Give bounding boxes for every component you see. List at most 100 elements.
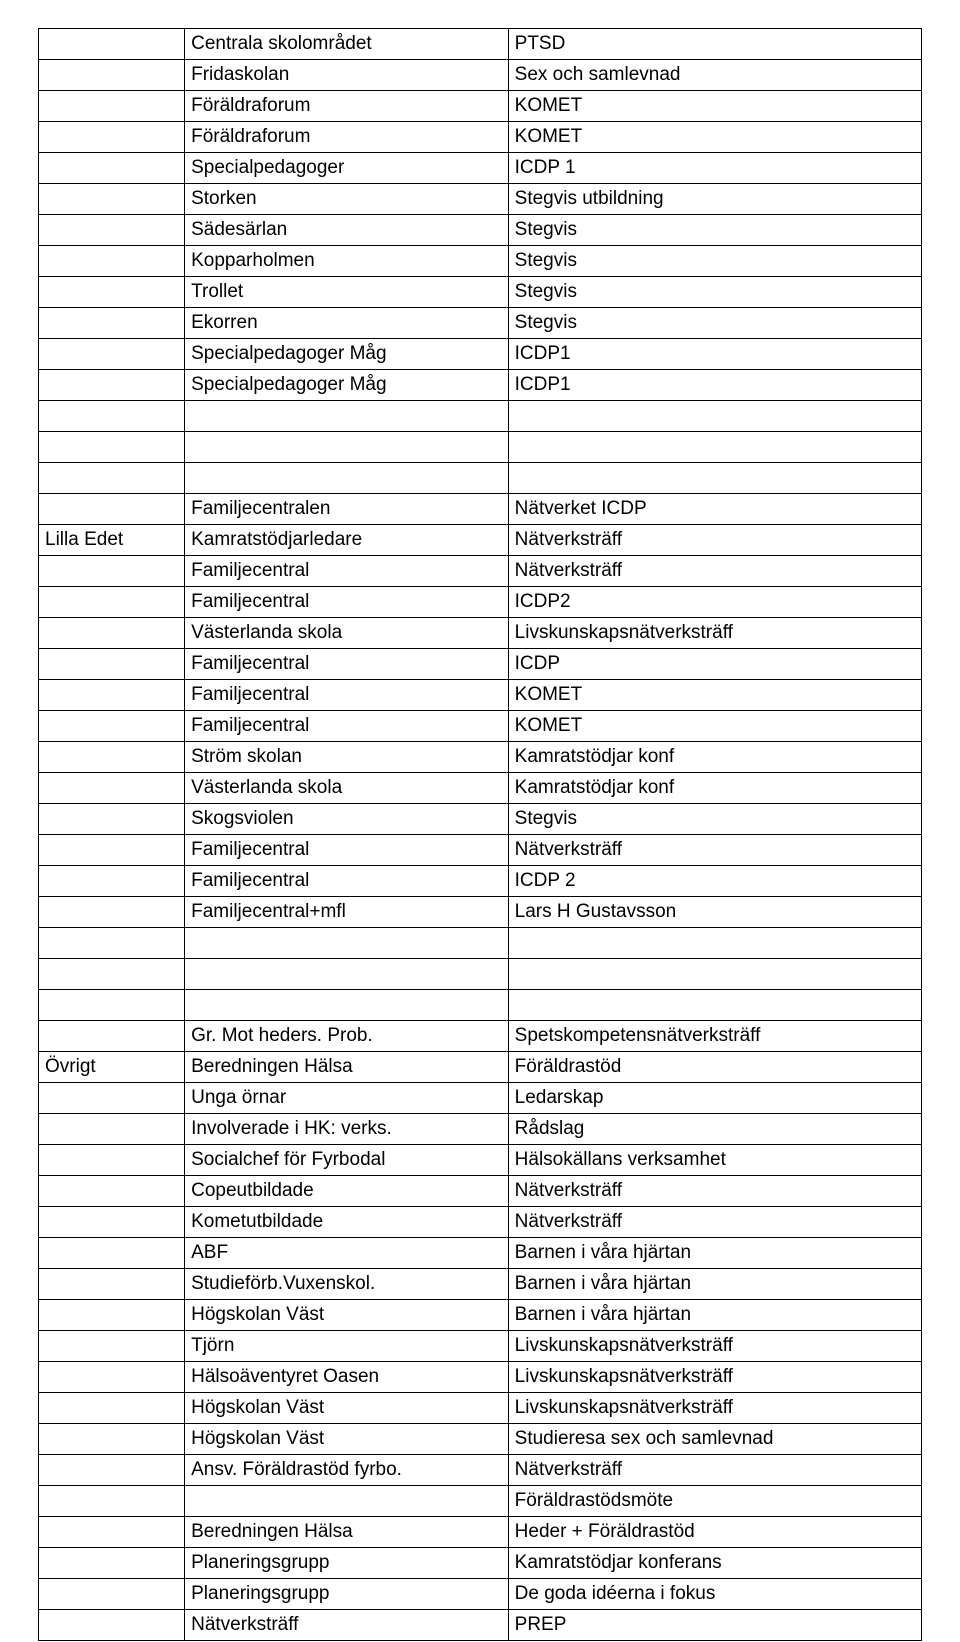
section-label-cell [39, 277, 185, 308]
col-2-cell: Kamratstödjar konf [508, 773, 921, 804]
col-2-cell: Livskunskapsnätverksträff [508, 618, 921, 649]
section-label-cell [39, 60, 185, 91]
col-2-cell: De goda idéerna i fokus [508, 1579, 921, 1610]
table-row: Föräldrastödsmöte [39, 1486, 922, 1517]
col-2-cell: ICDP [508, 649, 921, 680]
section-label-cell [39, 1021, 185, 1052]
table-row: FöräldraforumKOMET [39, 91, 922, 122]
section-label-cell [39, 1610, 185, 1641]
section-label-cell [39, 1145, 185, 1176]
table-row: SpecialpedagogerICDP 1 [39, 153, 922, 184]
col-1-cell: Högskolan Väst [185, 1300, 509, 1331]
table-row: TjörnLivskunskapsnätverksträff [39, 1331, 922, 1362]
table-row: FamiljecentralNätverksträff [39, 556, 922, 587]
col-1-cell: Planeringsgrupp [185, 1579, 509, 1610]
table-row: SädesärlanStegvis [39, 215, 922, 246]
section-label-cell [39, 153, 185, 184]
table-row [39, 401, 922, 432]
table-row [39, 959, 922, 990]
col-1-cell: Ekorren [185, 308, 509, 339]
section-label-cell [39, 587, 185, 618]
section-label-cell [39, 215, 185, 246]
col-1-cell: Ansv. Föräldrastöd fyrbo. [185, 1455, 509, 1486]
table-row: Studieförb.Vuxenskol.Barnen i våra hjärt… [39, 1269, 922, 1300]
col-1-cell: Familjecentral [185, 556, 509, 587]
table-row: FridaskolanSex och samlevnad [39, 60, 922, 91]
col-1-cell: Beredningen Hälsa [185, 1517, 509, 1548]
col-2-cell: KOMET [508, 122, 921, 153]
section-label-cell [39, 1207, 185, 1238]
section-label-cell [39, 1579, 185, 1610]
col-1-cell: Föräldraforum [185, 122, 509, 153]
section-label-cell [39, 1362, 185, 1393]
section-label-cell [39, 1455, 185, 1486]
col-1-cell: Familjecentral [185, 711, 509, 742]
col-1-cell: Beredningen Hälsa [185, 1052, 509, 1083]
col-2-cell: KOMET [508, 711, 921, 742]
section-label-cell [39, 339, 185, 370]
section-label-cell [39, 959, 185, 990]
col-1-cell: Familjecentral [185, 587, 509, 618]
col-2-cell: Sex och samlevnad [508, 60, 921, 91]
col-2-cell: Stegvis [508, 246, 921, 277]
col-1-cell: Sädesärlan [185, 215, 509, 246]
col-1-cell: Kopparholmen [185, 246, 509, 277]
col-2-cell: Föräldrastödsmöte [508, 1486, 921, 1517]
col-2-cell: Nätverksträff [508, 525, 921, 556]
section-label-cell [39, 649, 185, 680]
col-2-cell: Barnen i våra hjärtan [508, 1269, 921, 1300]
table-row: ABFBarnen i våra hjärtan [39, 1238, 922, 1269]
col-1-cell [185, 959, 509, 990]
section-label-cell [39, 835, 185, 866]
table-row: Hälsoäventyret OasenLivskunskapsnätverks… [39, 1362, 922, 1393]
col-2-cell [508, 928, 921, 959]
col-2-cell: Stegvis utbildning [508, 184, 921, 215]
table-row: EkorrenStegvis [39, 308, 922, 339]
col-2-cell: Kamratstödjar konf [508, 742, 921, 773]
col-2-cell: Nätverksträff [508, 1455, 921, 1486]
col-2-cell: ICDP 1 [508, 153, 921, 184]
col-1-cell [185, 1486, 509, 1517]
section-label-cell [39, 463, 185, 494]
section-label-cell [39, 742, 185, 773]
section-label-cell [39, 804, 185, 835]
col-2-cell [508, 401, 921, 432]
col-1-cell: Specialpedagoger [185, 153, 509, 184]
section-label-cell [39, 1238, 185, 1269]
col-1-cell: Familjecentral+mfl [185, 897, 509, 928]
table-row: FamiljecentralenNätverket ICDP [39, 494, 922, 525]
col-2-cell: ICDP1 [508, 339, 921, 370]
table-row [39, 928, 922, 959]
col-1-cell: Unga örnar [185, 1083, 509, 1114]
col-2-cell: ICDP2 [508, 587, 921, 618]
col-2-cell: KOMET [508, 680, 921, 711]
col-1-cell: Fridaskolan [185, 60, 509, 91]
col-2-cell: Föräldrastöd [508, 1052, 921, 1083]
col-2-cell: Nätverksträff [508, 1207, 921, 1238]
col-1-cell: Högskolan Väst [185, 1424, 509, 1455]
col-2-cell: Livskunskapsnätverksträff [508, 1393, 921, 1424]
table-row [39, 463, 922, 494]
col-2-cell: Barnen i våra hjärtan [508, 1300, 921, 1331]
col-1-cell: Hälsoäventyret Oasen [185, 1362, 509, 1393]
section-label-cell [39, 866, 185, 897]
col-2-cell: Stegvis [508, 308, 921, 339]
table-row: FamiljecentralICDP 2 [39, 866, 922, 897]
section-label-cell [39, 1517, 185, 1548]
col-2-cell: Kamratstödjar konferans [508, 1548, 921, 1579]
table-row: NätverksträffPREP [39, 1610, 922, 1641]
col-1-cell: Specialpedagoger Måg [185, 339, 509, 370]
table-row: Ström skolanKamratstödjar konf [39, 742, 922, 773]
col-1-cell: ABF [185, 1238, 509, 1269]
section-label-cell [39, 1176, 185, 1207]
section-label-cell [39, 773, 185, 804]
col-1-cell: Specialpedagoger Måg [185, 370, 509, 401]
col-2-cell: ICDP1 [508, 370, 921, 401]
col-2-cell: PREP [508, 1610, 921, 1641]
section-label-cell [39, 897, 185, 928]
col-2-cell [508, 463, 921, 494]
col-2-cell: Stegvis [508, 277, 921, 308]
section-label-cell [39, 990, 185, 1021]
col-1-cell: Trollet [185, 277, 509, 308]
section-label-cell [39, 1393, 185, 1424]
